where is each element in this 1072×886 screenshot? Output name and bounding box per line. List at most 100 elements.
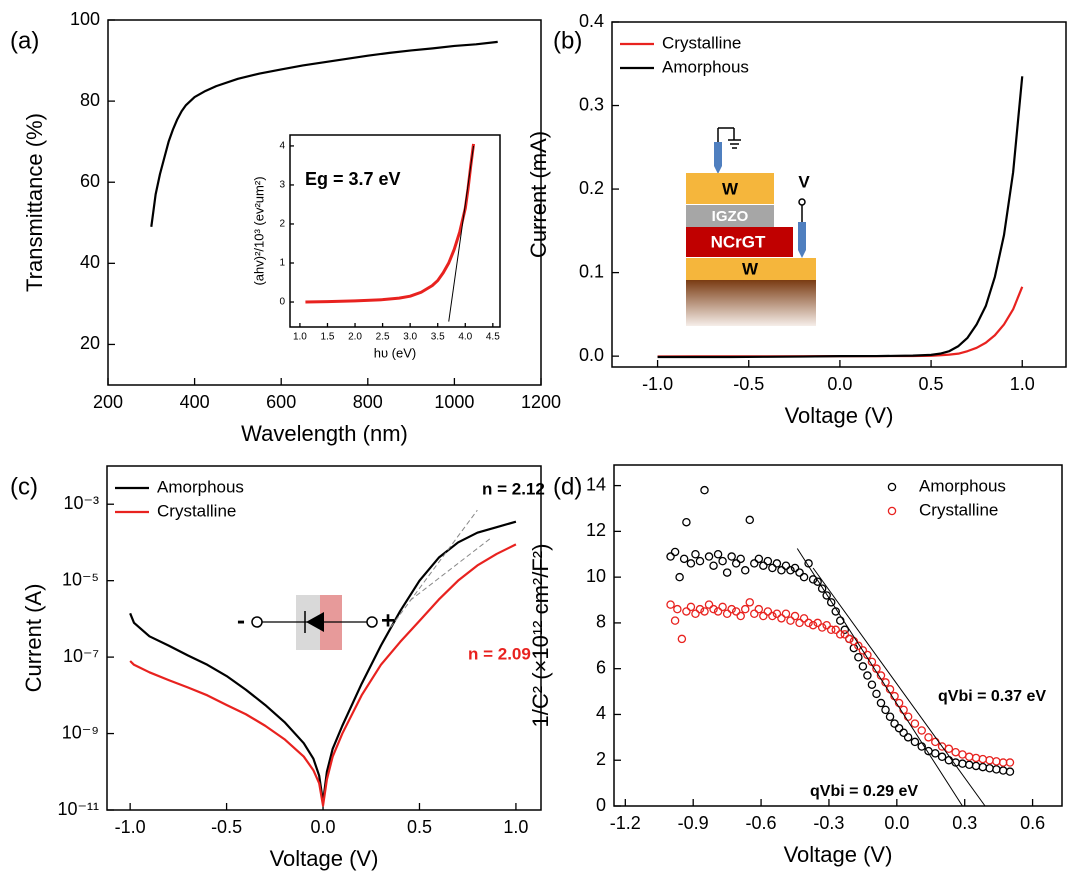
data-line: [129, 543, 517, 807]
data-point: [985, 763, 994, 773]
x-tick-label: 4.0: [458, 332, 472, 343]
inset-background: [290, 135, 500, 327]
plot-frame: [106, 465, 542, 811]
data-point: [740, 604, 750, 614]
data-point: [736, 554, 745, 564]
data-point: [691, 550, 700, 559]
y-axis-title: (ahv)²/10³ (ev²um²): [251, 176, 266, 285]
x-tick-label: -0.3: [813, 813, 844, 833]
legend-label: Amorphous: [157, 477, 244, 496]
data-point: [903, 712, 913, 721]
data-point: [695, 604, 705, 614]
data-point: [704, 552, 714, 561]
plot-frame: [613, 464, 1063, 807]
y-tick-label: 1: [279, 258, 285, 269]
data-point: [998, 758, 1008, 767]
y-tick-label: 2: [279, 219, 285, 230]
x-tick-label: -1.0: [642, 374, 673, 394]
fit-line: [390, 509, 478, 628]
x-axis-title: hυ (eV): [374, 345, 417, 360]
data-point: [781, 609, 791, 619]
y-tick-label: 0.1: [579, 261, 604, 281]
data-point: [872, 689, 881, 699]
x-tick-label: 0.0: [311, 817, 336, 837]
panel: -1.0 -0.5 0.0 0.5 1.0 10⁻¹¹ 10⁻⁹ 10⁻⁷ 10⁻⁵ 10⁻³ Vo…: [10, 465, 545, 871]
data-point: [786, 616, 795, 625]
data-point: [670, 616, 680, 625]
y-tick-label: 12: [586, 520, 606, 540]
terminal-label: +: [381, 607, 395, 634]
data-point: [759, 611, 768, 621]
x-tick-label: 0.5: [407, 817, 432, 837]
y-tick-label: 10⁻⁹: [62, 722, 99, 742]
panel: -1.0 -0.5 0.0 0.5 1.0 0.0 0.1 0.2 0.3 0.4 Voltage …: [526, 11, 1067, 428]
data-point: [759, 561, 768, 570]
annotation: n = 2.09: [468, 644, 531, 663]
data-point: [754, 604, 764, 614]
y-axis-title: Current (A): [21, 584, 46, 693]
data-point: [978, 754, 988, 764]
data-point: [867, 680, 877, 689]
x-tick-label: 800: [353, 392, 383, 412]
terminal-label: -: [237, 607, 245, 634]
fit-line: [796, 548, 963, 807]
legend-label: Amorphous: [919, 476, 1006, 495]
data-point: [854, 652, 863, 662]
panel: 200 400 600 800 1000 120020406080100Wavelengt…: [10, 9, 561, 446]
x-tick-label: 0.0: [884, 813, 909, 833]
legend-label: Crystalline: [157, 501, 236, 520]
x-tick-label: 1.0: [1010, 374, 1035, 394]
x-axis-title: Voltage (V): [270, 846, 379, 871]
y-tick-label: 0: [596, 795, 606, 815]
data-point: [958, 759, 967, 768]
data-point: [722, 568, 732, 577]
data-point: [978, 762, 988, 772]
data-point: [682, 517, 691, 527]
y-tick-label: 0.3: [579, 94, 604, 114]
y-tick-label: 10⁻⁵: [62, 569, 99, 589]
data-point: [786, 566, 795, 575]
x-tick-label: 600: [266, 392, 296, 412]
data-line: [150, 40, 498, 227]
x-tick-label: 2.5: [376, 332, 390, 343]
x-tick-label: -0.5: [211, 817, 242, 837]
fit-line: [409, 537, 492, 602]
x-tick-label: -0.6: [746, 813, 777, 833]
x-tick-label: 1.5: [321, 332, 335, 343]
data-point: [858, 646, 868, 655]
data-point: [876, 698, 886, 708]
panel: 1.0 1.5 2.0 2.5 3.0 3.5 4.0 4.5 0 1 2 3 4 hυ (eV) (ahv…: [251, 134, 501, 360]
data-point: [813, 618, 822, 628]
data-point: [799, 572, 809, 582]
x-tick-label: 3.0: [403, 332, 417, 343]
data-point: [795, 568, 804, 577]
data-point: [673, 604, 682, 614]
y-axis-title: 1/C² (×10¹² cm²/F²): [528, 544, 553, 728]
data-point: [768, 611, 777, 621]
data-point: [826, 625, 836, 635]
data-point: [917, 726, 926, 735]
data-point: [971, 761, 981, 771]
y-tick-label: 4: [279, 141, 285, 152]
y-tick-label: 0: [279, 297, 285, 308]
data-point: [768, 563, 777, 573]
data-point: [910, 719, 920, 728]
data-point: [718, 556, 727, 566]
y-tick-label: 10: [586, 566, 606, 586]
x-tick-label: 3.5: [431, 332, 445, 343]
y-tick-label: 0.4: [579, 11, 604, 31]
data-point: [722, 609, 732, 619]
data-point: [682, 607, 691, 616]
y-tick-label: 3: [279, 180, 285, 191]
data-point: [840, 630, 850, 639]
data-point: [772, 559, 782, 568]
x-tick-label: 0.6: [1020, 813, 1045, 833]
y-tick-label: 40: [80, 252, 100, 272]
y-tick-label: 0.2: [579, 178, 604, 198]
legend-label: Crystalline: [919, 500, 998, 519]
data-line: [657, 76, 1024, 359]
data-point: [885, 712, 895, 721]
data-point: [854, 641, 863, 651]
data-point: [890, 719, 899, 728]
data-point: [992, 765, 1001, 774]
